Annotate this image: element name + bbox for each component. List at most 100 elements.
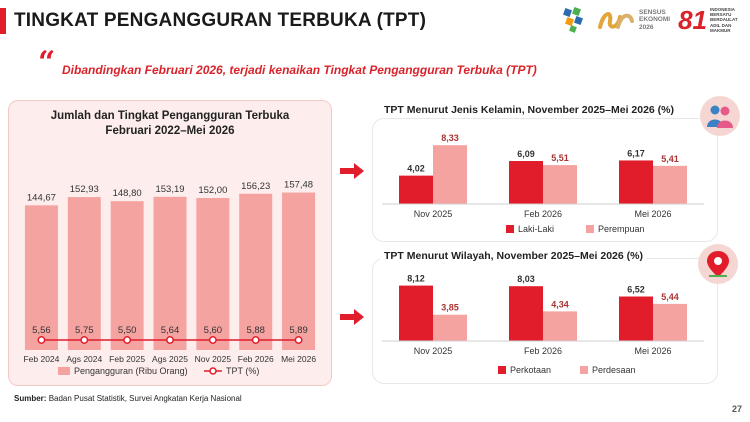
legend-label: Perkotaan (510, 365, 551, 375)
bar-value-label: 4,34 (551, 299, 569, 309)
bar-value-label: 152,00 (198, 185, 227, 196)
headline: Dibandingkan Februari 2026, terjadi kena… (62, 63, 537, 77)
tpt-point (37, 336, 46, 344)
legend-label-line: TPT (%) (226, 366, 259, 376)
sensus-line1: SENSUS (639, 8, 666, 16)
unemployment-bar (110, 201, 144, 350)
bar-perempuan (653, 165, 687, 204)
tpt-point (208, 336, 217, 344)
x-tick-label: Feb 2025 (109, 354, 145, 364)
x-tick-label: Ags 2025 (152, 354, 188, 364)
tpt-value-label: 5,88 (246, 325, 265, 336)
region-chart-title: TPT Menurut Wilayah, November 2025–Mei 2… (380, 250, 647, 262)
unemployment-bar (196, 198, 230, 350)
arrow-right-icon (340, 163, 364, 179)
gender-people-icon (700, 96, 740, 136)
legend-swatch-point (209, 367, 217, 375)
tpt-value-label: 5,56 (32, 325, 51, 336)
bar-value-label: 153,19 (155, 184, 184, 195)
tpt-point (166, 336, 174, 344)
bar-perkotaan (509, 286, 543, 341)
bar-value-label: 152,93 (70, 184, 99, 195)
bar-value-label: 4,02 (407, 164, 425, 174)
legend-swatch (580, 366, 588, 374)
bar-value-label: 6,09 (517, 149, 535, 159)
bar-value-label: 5,41 (661, 154, 679, 164)
unemployment-bar (24, 205, 58, 350)
logo-strip: SENSUS EKONOMI 2026 81 INDONESIA BERSATU… (562, 6, 742, 34)
legend-swatch (586, 225, 594, 233)
bar-value-label: 6,17 (627, 148, 645, 158)
unemployment-bar (282, 192, 316, 350)
x-tick-label: Nov 2025 (195, 354, 232, 364)
anniv-text: INDONESIA BERSATU BERDAULAT ADIL DAN MAK… (710, 6, 738, 33)
bar-laki-laki (619, 160, 653, 204)
bar-value-label: 8,03 (517, 274, 535, 284)
x-tick-label: Ags 2024 (66, 354, 102, 364)
title-accent-bar (0, 8, 6, 34)
anniv-number: 81 (678, 4, 707, 35)
bar-value-label: 3,85 (441, 303, 459, 313)
tpt-point (294, 336, 303, 344)
bar-perempuan (543, 165, 577, 204)
source-note: Sumber: Badan Pusat Statistik, Survei An… (14, 394, 242, 403)
x-tick-label: Nov 2025 (414, 346, 453, 356)
tpt-value-label: 5,50 (118, 325, 137, 336)
bar-perkotaan (619, 296, 653, 341)
region-bar-chart: 8,12 3,85 Nov 2025 8,03 4,34 Feb 2026 6,52 5,44… (382, 274, 704, 375)
legend-swatch (498, 366, 506, 374)
legend-label-bar: Pengangguran (Ribu Orang) (74, 366, 188, 376)
tpt-point (123, 336, 132, 344)
x-tick-label: Feb 2026 (524, 209, 562, 219)
quote-icon: “ (38, 45, 56, 80)
x-tick-label: Feb 2026 (238, 354, 274, 364)
x-tick-label: Feb 2026 (524, 346, 562, 356)
source-label: Sumber: (14, 394, 47, 403)
source-text: Badan Pusat Statistik, Survei Angkatan K… (48, 394, 242, 403)
left-chart-title-line2: Februari 2022–Mei 2026 (105, 125, 235, 137)
bar-perdesaan (653, 303, 687, 341)
x-tick-label: Feb 2024 (23, 354, 59, 364)
bar-perempuan (433, 145, 467, 204)
legend-swatch-bar (58, 367, 70, 375)
x-tick-label: Nov 2025 (414, 209, 453, 219)
bar-perdesaan (433, 314, 467, 341)
gender-chart-title: TPT Menurut Jenis Kelamin, November 2025… (380, 104, 679, 116)
tpt-value-label: 5,89 (289, 325, 308, 336)
sensus-line3: 2026 (639, 23, 654, 31)
unemployment-bar (239, 193, 273, 350)
location-pin-icon (698, 244, 738, 284)
sensus-ekonomi-mark (598, 12, 635, 29)
legend-label: Perdesaan (592, 365, 636, 375)
bar-perdesaan (543, 311, 577, 341)
legend-swatch (506, 225, 514, 233)
unemployment-bar (153, 196, 187, 350)
bps-logo (563, 7, 584, 33)
bar-laki-laki (509, 161, 543, 204)
arrow-right-icon (340, 309, 364, 325)
bar-value-label: 148,80 (113, 188, 142, 199)
bar-value-label: 156,23 (241, 181, 270, 192)
bar-value-label: 6,52 (627, 285, 645, 295)
tpt-value-label: 5,75 (75, 325, 94, 336)
x-tick-label: Mei 2026 (281, 354, 316, 364)
sensus-line2: EKONOMI (639, 16, 671, 24)
tpt-point (251, 336, 260, 344)
bar-value-label: 5,44 (661, 292, 679, 302)
gender-bar-chart: 4,02 8,33 Nov 2025 6,09 5,51 Feb 2026 6,17 5,41… (382, 133, 704, 234)
tpt-value-label: 5,64 (161, 325, 180, 336)
x-tick-label: Mei 2026 (634, 209, 671, 219)
bar-value-label: 157,48 (284, 180, 313, 191)
tpt-value-label: 5,60 (204, 325, 223, 336)
left-chart-title-line1: Jumlah dan Tingkat Pengangguran Terbuka (50, 110, 290, 122)
bar-value-label: 144,67 (27, 192, 56, 203)
page-title: TINGKAT PENGANGGURAN TERBUKA (TPT) (14, 10, 427, 31)
page-number: 27 (731, 404, 742, 414)
bar-value-label: 8,12 (407, 274, 425, 284)
bar-laki-laki (399, 175, 433, 204)
unemployment-bar (67, 197, 101, 350)
sensus-ekonomi-logo: SENSUS EKONOMI 2026 (596, 7, 670, 33)
bar-value-label: 8,33 (441, 133, 459, 143)
bar-perkotaan (399, 285, 433, 341)
unemployment-combo-chart: 144,67 Feb 2024 152,93 Ags 2024 148,80 Feb 20… (23, 180, 316, 376)
